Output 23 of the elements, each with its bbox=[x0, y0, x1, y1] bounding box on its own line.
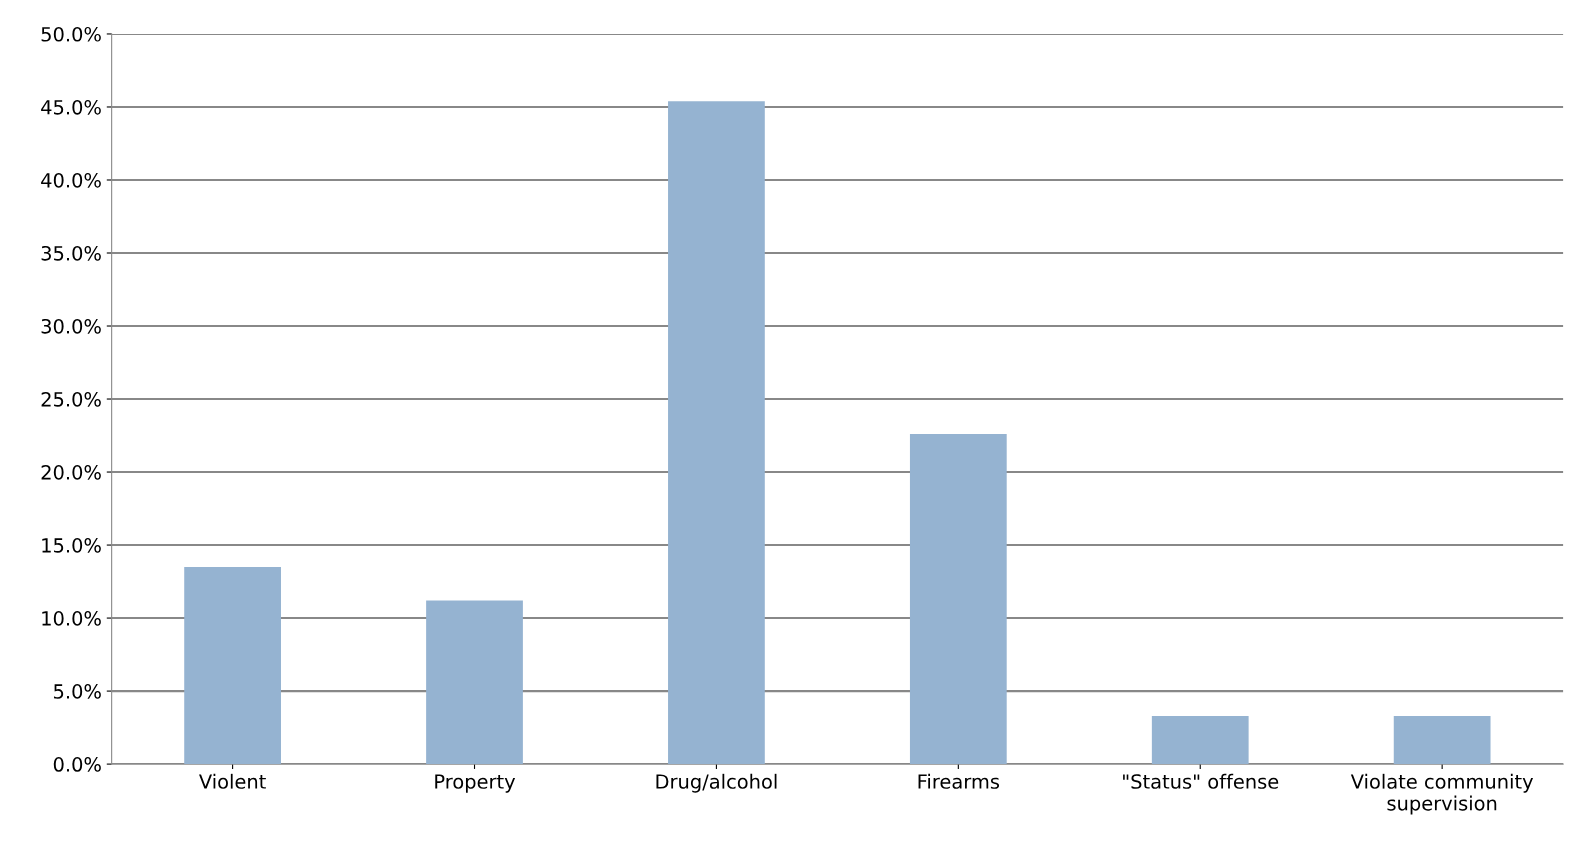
x-tick-label: Violent bbox=[199, 773, 266, 789]
x-tick-label: "Status" offense bbox=[1123, 773, 1279, 789]
x-tick-label: Firearms bbox=[918, 773, 1000, 789]
x-tick-label: Property bbox=[435, 774, 516, 793]
y-tick-label: 15.0% bbox=[42, 538, 101, 553]
y-tick-label: 30.0% bbox=[41, 318, 101, 334]
bar bbox=[184, 566, 281, 765]
bar bbox=[668, 101, 765, 765]
y-tick-label: 35.0% bbox=[41, 245, 101, 261]
y-tick-label: 40.0% bbox=[41, 172, 101, 188]
y-tick-label: 45.0% bbox=[41, 99, 101, 115]
y-tick-label: 20.0% bbox=[41, 465, 101, 480]
y-tick-label: 10.0% bbox=[42, 611, 101, 626]
bar bbox=[1151, 715, 1249, 765]
x-tick-label: Drug/alcohol bbox=[656, 773, 777, 793]
x-tick-label: Violate community supervision bbox=[1350, 773, 1534, 815]
bar bbox=[1393, 715, 1491, 765]
bar bbox=[909, 434, 1007, 765]
y-tick-label: 50.0% bbox=[41, 26, 101, 42]
y-tick-label: 25.0% bbox=[41, 391, 101, 407]
y-tick-label: 0.0% bbox=[53, 757, 101, 772]
y-tick-label: 5.0% bbox=[54, 684, 101, 699]
bar bbox=[426, 600, 523, 765]
